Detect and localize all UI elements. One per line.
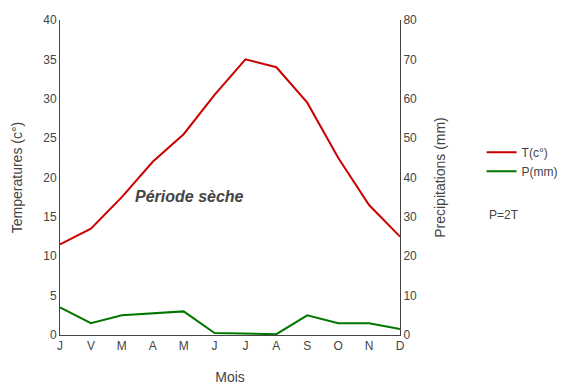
svg-text:25: 25 bbox=[43, 131, 57, 145]
svg-text:P=2T: P=2T bbox=[489, 208, 519, 222]
svg-text:5: 5 bbox=[50, 289, 57, 303]
svg-text:A: A bbox=[272, 339, 280, 353]
svg-text:M: M bbox=[117, 339, 127, 353]
svg-text:0: 0 bbox=[403, 328, 410, 342]
svg-text:40: 40 bbox=[403, 171, 417, 185]
svg-text:T(c°): T(c°) bbox=[522, 146, 548, 160]
svg-text:J: J bbox=[242, 339, 248, 353]
svg-text:Période sèche: Période sèche bbox=[135, 188, 244, 205]
svg-text:80: 80 bbox=[403, 13, 417, 27]
svg-text:D: D bbox=[396, 339, 405, 353]
svg-text:40: 40 bbox=[43, 13, 57, 27]
svg-text:O: O bbox=[334, 339, 343, 353]
svg-text:20: 20 bbox=[43, 171, 57, 185]
svg-text:0: 0 bbox=[50, 328, 57, 342]
svg-text:J: J bbox=[57, 339, 63, 353]
svg-text:M: M bbox=[179, 339, 189, 353]
svg-text:70: 70 bbox=[403, 53, 417, 67]
svg-text:15: 15 bbox=[43, 210, 57, 224]
svg-text:P(mm): P(mm) bbox=[522, 165, 558, 179]
svg-text:V: V bbox=[87, 339, 95, 353]
svg-text:N: N bbox=[365, 339, 374, 353]
svg-text:20: 20 bbox=[403, 249, 417, 263]
svg-text:30: 30 bbox=[403, 210, 417, 224]
svg-text:J: J bbox=[212, 339, 218, 353]
svg-text:50: 50 bbox=[403, 131, 417, 145]
svg-text:10: 10 bbox=[43, 249, 57, 263]
svg-text:Mois: Mois bbox=[215, 369, 245, 385]
svg-text:Precipitations (mm): Precipitations (mm) bbox=[432, 117, 448, 238]
svg-text:35: 35 bbox=[43, 53, 57, 67]
svg-text:30: 30 bbox=[43, 92, 57, 106]
svg-text:10: 10 bbox=[403, 289, 417, 303]
svg-text:A: A bbox=[149, 339, 157, 353]
svg-text:S: S bbox=[303, 339, 311, 353]
svg-text:60: 60 bbox=[403, 92, 417, 106]
svg-text:Temperatures (c°): Temperatures (c°) bbox=[9, 122, 25, 233]
